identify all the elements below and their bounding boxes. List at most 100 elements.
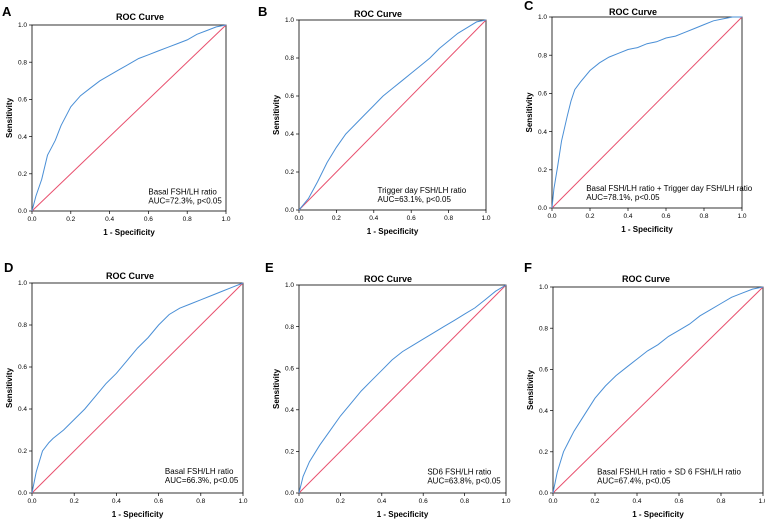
panel-d: D ROC Curve 0.00.0 0.2 0.2 0.4 0.4 0.6 0.6 0.8 0.8…: [4, 260, 248, 519]
y-tick-label: 1.0: [18, 280, 27, 287]
y-tick-label: 1.0: [285, 17, 294, 24]
roc-curve-line: [31, 24, 227, 212]
x-tick-label: 0.8: [699, 213, 708, 220]
reference-line: [31, 282, 244, 494]
auc-annotation: Basal FSH/LH ratio + SD 6 FSH/LH ratio: [597, 467, 741, 476]
y-tick-label: 0.0: [18, 490, 27, 497]
chart-title: ROC Curve: [354, 9, 402, 19]
roc-curve-line: [298, 19, 487, 211]
x-tick-label: 1.0: [737, 213, 746, 220]
auc-annotation: AUC=67.4%, p<0.05: [597, 476, 671, 485]
x-tick-label: 0.6: [154, 498, 163, 505]
y-axis-label: Sensitivity: [272, 94, 281, 135]
x-axis-label: 1 - Specificity: [621, 225, 673, 234]
y-tick-label: 1.0: [539, 284, 548, 291]
auc-annotation: SD6 FSH/LH ratio: [427, 467, 492, 476]
panel-label: B: [258, 4, 267, 19]
y-tick-label: 0.2: [285, 169, 294, 176]
x-tick-label: 0.2: [66, 216, 75, 223]
y-tick-label: 0.0: [538, 205, 547, 212]
x-tick-label: 1.0: [501, 498, 510, 505]
x-tick-label: 1.0: [221, 216, 230, 223]
y-tick-label: 0.4: [285, 407, 294, 414]
x-tick-label: 0.4: [623, 213, 632, 220]
reference-line: [31, 24, 227, 212]
y-axis-label: Sensitivity: [5, 97, 14, 138]
x-tick-label: 0.2: [336, 498, 345, 505]
x-tick-label: 0.0: [548, 498, 557, 505]
y-tick-label: 1.0: [285, 282, 294, 289]
panel-label: A: [2, 4, 12, 19]
plot-frame: [31, 282, 244, 494]
panel-label: F: [524, 260, 532, 275]
y-tick-label: 0.2: [18, 448, 27, 455]
x-axis-label: 1 - Specificity: [367, 227, 419, 236]
panel-b: B ROC Curve 0.00.0 0.2 0.2 0.4 0.4 0.6 0.6 0.8 0.8…: [258, 4, 491, 236]
plot-frame: [31, 24, 227, 212]
x-tick-label: 1.0: [238, 498, 247, 505]
x-axis-label: 1 - Specificity: [377, 510, 429, 519]
y-tick-label: 0.6: [18, 364, 27, 371]
y-tick-label: 1.0: [18, 22, 27, 29]
y-tick-label: 0.8: [18, 59, 27, 66]
x-tick-label: 0.2: [332, 215, 341, 222]
y-tick-label: 0.4: [18, 134, 27, 141]
plot-frame: [551, 16, 743, 209]
x-tick-label: 0.2: [585, 213, 594, 220]
roc-curve-line: [551, 16, 742, 209]
y-axis-label: Sensitivity: [525, 92, 534, 133]
x-tick-label: 0.4: [632, 498, 641, 505]
x-tick-label: 0.4: [369, 215, 378, 222]
y-tick-label: 0.8: [539, 325, 548, 332]
panel-label: D: [4, 260, 13, 275]
x-tick-label: 0.4: [112, 498, 121, 505]
reference-line: [298, 284, 507, 494]
panel-f: F ROC Curve 0.00.0 0.2 0.2 0.4 0.4 0.6 0.6 0.8 0.8…: [524, 260, 765, 519]
y-tick-label: 0.8: [18, 322, 27, 329]
reference-line: [551, 16, 743, 209]
x-tick-label: 0.4: [105, 216, 114, 223]
panel-e: E ROC Curve 0.00.0 0.2 0.2 0.4 0.4 0.6 0.6 0.8 0.8…: [265, 260, 511, 519]
chart-title: ROC Curve: [364, 274, 412, 284]
y-tick-label: 0.2: [539, 449, 548, 456]
x-tick-label: 0.8: [460, 498, 469, 505]
panel-label: E: [265, 260, 274, 275]
y-tick-label: 0.4: [285, 131, 294, 138]
y-tick-label: 0.2: [285, 449, 294, 456]
chart-title: ROC Curve: [116, 12, 164, 22]
x-axis-label: 1 - Specificity: [103, 228, 155, 237]
x-tick-label: 0.8: [716, 498, 725, 505]
y-tick-label: 1.0: [538, 14, 547, 21]
panel-c: C ROC Curve 0.00.0 0.2 0.2 0.4 0.4 0.6 0.6 0.8 0.8…: [524, 0, 753, 234]
y-tick-label: 0.0: [285, 207, 294, 214]
y-axis-label: Sensitivity: [272, 368, 281, 409]
roc-curve-line: [298, 284, 507, 494]
panel-a: A ROC Curve 0.00.0 0.2 0.2 0.4 0.4 0.6 0.6 0.8 0.8…: [2, 4, 231, 237]
roc-curve-line: [552, 286, 764, 494]
auc-annotation: AUC=63.8%, p<0.05: [427, 476, 501, 485]
x-axis-label: 1 - Specificity: [632, 510, 684, 519]
y-tick-label: 0.4: [538, 129, 547, 136]
y-tick-label: 0.8: [285, 55, 294, 62]
chart-title: ROC Curve: [622, 274, 670, 284]
y-tick-label: 0.0: [285, 490, 294, 497]
y-tick-label: 0.6: [539, 367, 548, 374]
x-tick-label: 0.8: [444, 215, 453, 222]
x-tick-label: 0.2: [590, 498, 599, 505]
x-tick-label: 1.0: [481, 215, 490, 222]
plot-frame: [298, 19, 487, 211]
auc-annotation: Basal FSH/LH ratio + Trigger day FSH/LH …: [586, 184, 753, 193]
y-tick-label: 0.0: [18, 208, 27, 215]
y-tick-label: 0.8: [285, 324, 294, 331]
x-tick-label: 0.0: [27, 498, 36, 505]
y-tick-label: 0.6: [538, 91, 547, 98]
auc-annotation: AUC=66.3%, p<0.05: [165, 476, 239, 485]
auc-annotation: AUC=78.1%, p<0.05: [586, 193, 660, 202]
y-tick-label: 0.6: [285, 93, 294, 100]
auc-annotation: AUC=63.1%, p<0.05: [378, 195, 452, 204]
chart-title: ROC Curve: [106, 271, 154, 281]
auc-annotation: Basal FSH/LH ratio: [148, 187, 217, 196]
y-axis-label: Sensitivity: [5, 367, 14, 408]
y-tick-label: 0.6: [285, 365, 294, 372]
y-tick-label: 0.2: [18, 171, 27, 178]
